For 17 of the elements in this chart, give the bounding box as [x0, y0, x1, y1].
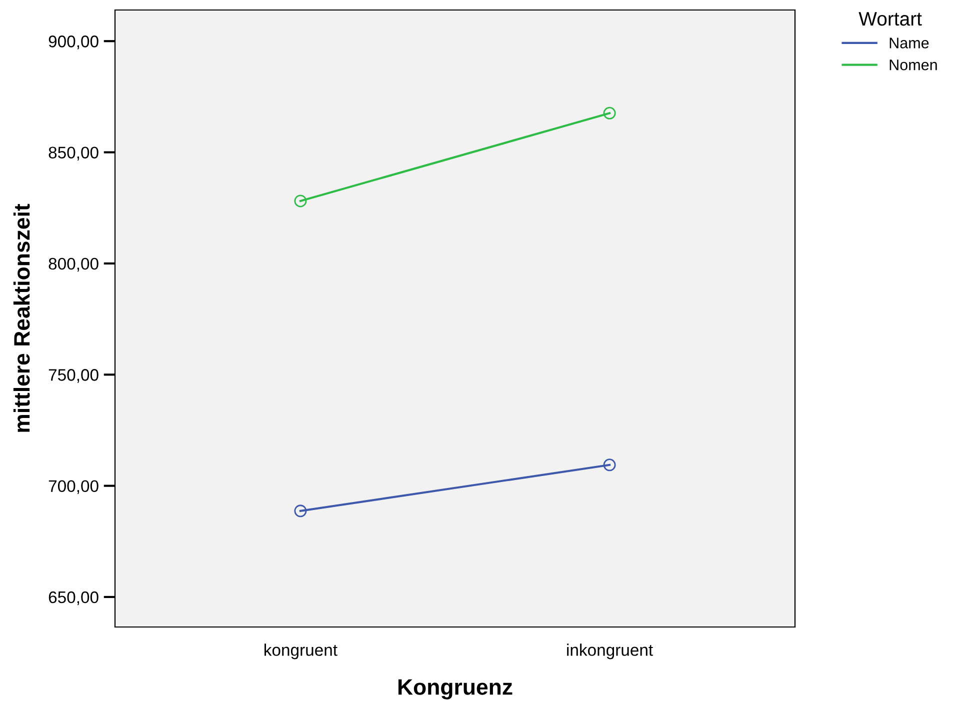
- y-tick-label: 650,00: [48, 591, 98, 606]
- legend-title: Wortart: [858, 12, 922, 26]
- y-tick-label: 700,00: [48, 480, 98, 494]
- x-tick-label: kongruent: [264, 644, 338, 660]
- legend-label: Nomen: [890, 60, 937, 70]
- point: [294, 194, 307, 208]
- x-axis-title: Kongruenz: [398, 679, 512, 700]
- y-tick-label: 900,00: [48, 36, 98, 50]
- y-tick-label: 850,00: [48, 146, 98, 160]
- y-axis-title: mittlere Reaktionszeit: [13, 204, 30, 432]
- point: [294, 504, 307, 518]
- y-tick-label: 800,00: [48, 258, 98, 272]
- y-tick-label: 750,00: [48, 369, 98, 383]
- point: [603, 106, 616, 120]
- point: [603, 458, 616, 472]
- legend-label: Name: [890, 38, 929, 48]
- x-tick-label: inkongruent: [567, 644, 653, 660]
